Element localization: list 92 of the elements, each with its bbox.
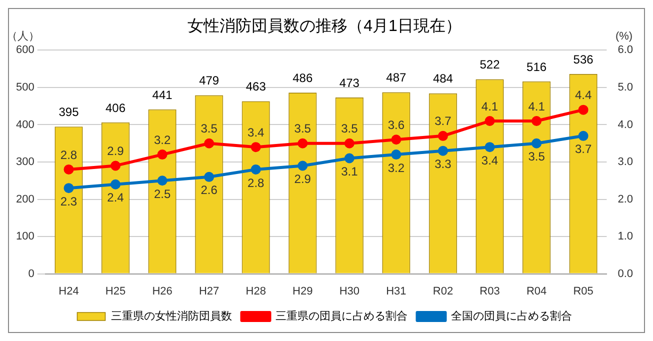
y2-tick-label: 1.0 xyxy=(618,230,634,243)
x-tick-label: R05 xyxy=(573,285,594,298)
point xyxy=(157,150,168,160)
legend-label: 全国の団員に占める割合 xyxy=(450,310,572,323)
data-label: 486 xyxy=(292,70,313,85)
x-tick-label: R02 xyxy=(432,285,454,298)
legend-label: 三重県の団員に占める割合 xyxy=(275,310,408,323)
point xyxy=(298,138,308,148)
y2-tick-label: 4.0 xyxy=(618,118,634,131)
x-tick-label: H24 xyxy=(58,285,79,298)
data-label: 2.9 xyxy=(294,172,312,186)
point xyxy=(298,160,308,171)
data-label: 3.4 xyxy=(248,125,265,140)
y-tick-label: 0 xyxy=(28,268,34,280)
data-label: 395 xyxy=(58,104,80,119)
point xyxy=(250,142,261,152)
x-tick-label: H30 xyxy=(339,285,360,298)
chart-title: 女性消防団員数の推移（4月1日現在） xyxy=(188,17,462,36)
legend-label: 三重県の女性消防団員数 xyxy=(110,310,232,323)
data-label: 4.4 xyxy=(574,88,592,102)
data-label: 2.5 xyxy=(154,186,171,201)
data-label: 3.2 xyxy=(388,160,405,175)
point xyxy=(532,138,542,148)
data-label: 3.5 xyxy=(294,122,312,136)
point xyxy=(484,142,495,152)
data-label: 473 xyxy=(339,76,360,90)
x-tick-label: H31 xyxy=(386,285,406,298)
data-label: 3.2 xyxy=(154,132,171,147)
point xyxy=(204,138,214,148)
data-label: 487 xyxy=(386,70,407,85)
y-tick-label: 500 xyxy=(16,82,34,94)
data-label: 4.1 xyxy=(481,99,498,114)
data-label: 3.6 xyxy=(388,118,405,132)
y2-tick-label: 2.0 xyxy=(618,193,634,206)
data-label: 516 xyxy=(526,60,547,74)
point xyxy=(344,153,354,164)
point xyxy=(204,172,214,182)
point xyxy=(157,176,168,186)
data-label: 3.5 xyxy=(341,122,358,136)
point xyxy=(110,179,121,190)
x-tick-label: H28 xyxy=(246,285,266,298)
y2-tick-label: 3.0 xyxy=(618,156,634,168)
y2-tick-label: 6.0 xyxy=(618,44,634,56)
data-label: 2.8 xyxy=(248,176,265,190)
point xyxy=(484,116,495,126)
data-label: 3.1 xyxy=(341,164,358,179)
x-tick-label: H27 xyxy=(198,285,220,298)
point xyxy=(438,146,448,156)
x-tick-label: H26 xyxy=(152,285,172,298)
x-tick-label: R03 xyxy=(480,285,500,298)
y-tick-label: 100 xyxy=(16,230,34,243)
y-tick-label: 200 xyxy=(16,193,34,206)
data-label: 3.4 xyxy=(481,153,498,168)
y2-axis-title: (%) xyxy=(615,30,633,43)
data-label: 463 xyxy=(246,80,266,94)
data-label: 3.7 xyxy=(574,142,592,156)
point xyxy=(250,164,261,174)
data-label: 441 xyxy=(152,88,173,102)
data-label: 3.5 xyxy=(200,122,218,136)
data-label: 522 xyxy=(480,58,500,72)
data-label: 2.6 xyxy=(200,183,218,198)
point xyxy=(110,160,121,171)
point xyxy=(578,130,588,141)
y-tick-label: 400 xyxy=(16,118,34,131)
data-label: 536 xyxy=(573,52,594,66)
point xyxy=(64,164,74,174)
data-label: 3.3 xyxy=(434,157,452,172)
data-label: 2.3 xyxy=(60,194,78,208)
data-label: 3.5 xyxy=(528,150,546,164)
data-label: 484 xyxy=(432,72,454,86)
point xyxy=(391,150,402,160)
point xyxy=(391,134,402,145)
data-label: 3.7 xyxy=(434,114,452,128)
data-label: 2.4 xyxy=(107,190,124,205)
x-tick-label: H29 xyxy=(292,285,313,298)
data-label: 479 xyxy=(199,74,220,88)
data-label: 406 xyxy=(106,100,126,115)
point xyxy=(64,183,74,194)
data-label: 2.9 xyxy=(107,144,124,158)
y-tick-label: 600 xyxy=(16,44,34,56)
data-label: 4.1 xyxy=(528,99,546,114)
y2-tick-label: 5.0 xyxy=(618,82,634,94)
data-label: 2.8 xyxy=(60,148,78,162)
point xyxy=(344,138,354,148)
x-tick-label: R04 xyxy=(526,285,547,298)
point xyxy=(438,130,448,141)
y-tick-label: 300 xyxy=(16,156,34,168)
y2-tick-label: 0.0 xyxy=(618,268,634,280)
y-axis-title: （人） xyxy=(6,30,40,43)
point xyxy=(532,116,542,126)
x-tick-label: H25 xyxy=(105,285,126,298)
point xyxy=(578,104,588,115)
